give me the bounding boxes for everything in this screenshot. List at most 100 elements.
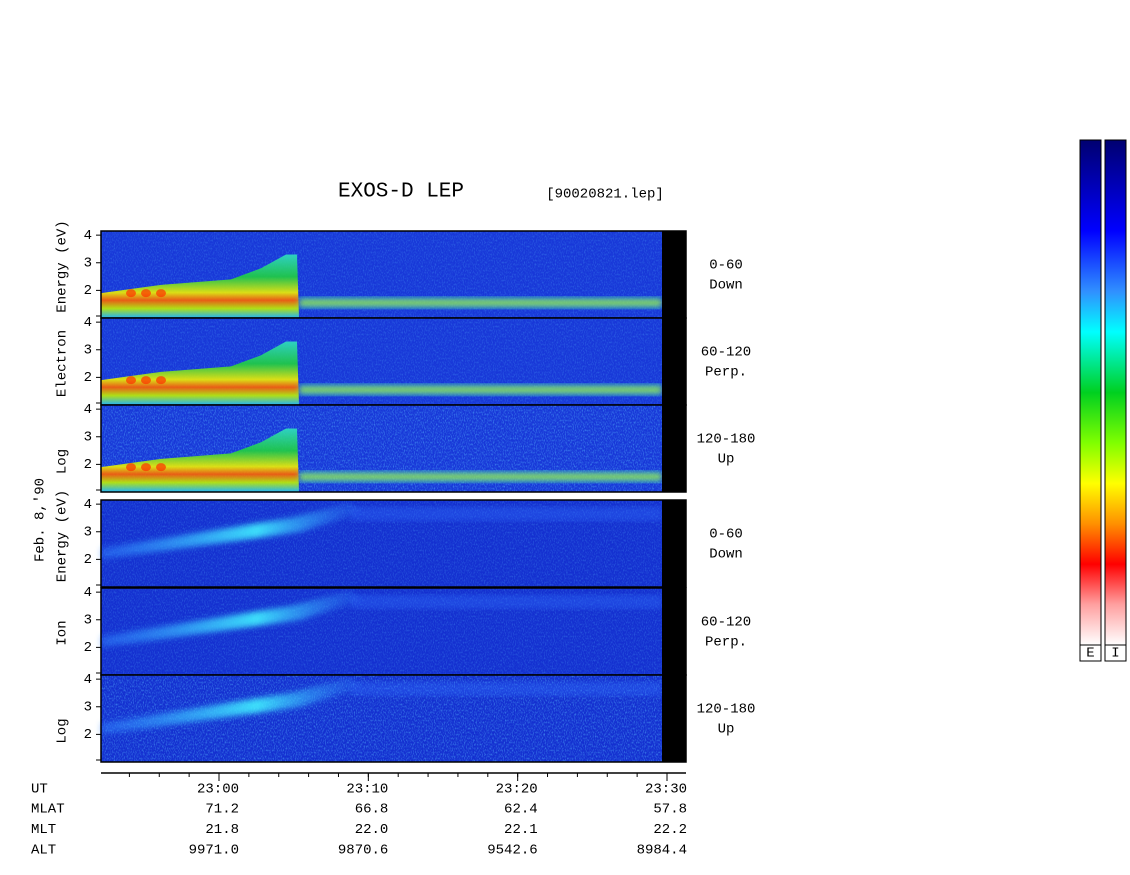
- colorbar-label: E: [1086, 646, 1094, 662]
- y-tick-label: 4: [84, 315, 92, 331]
- y-tick-label: 3: [84, 429, 92, 445]
- data-gap-strip: [662, 675, 686, 762]
- hot-spot: [126, 463, 136, 472]
- spectrogram-panel: 2 3 4 60-120 Perp.: [84, 585, 751, 676]
- ephemeris-value: 22.1: [504, 822, 538, 838]
- ephemeris-value: 9971.0: [189, 843, 239, 859]
- y-tick-label: 3: [84, 342, 92, 358]
- pitch-angle-direction: Perp.: [705, 635, 747, 651]
- ion-haze: [351, 681, 662, 696]
- ephemeris-value: 22.2: [653, 822, 687, 838]
- pitch-angle-range: 60-120: [701, 615, 751, 631]
- data-gap-strip: [662, 588, 686, 675]
- data-gap-strip: [662, 405, 686, 492]
- hot-region: [101, 428, 299, 492]
- data-gap-strip: [662, 231, 686, 318]
- energy-axis-label: Log: [55, 718, 71, 743]
- file-name: [90020821.lep]: [546, 187, 664, 203]
- pitch-angle-direction: Perp.: [705, 365, 747, 381]
- pitch-angle-direction: Up: [718, 722, 735, 738]
- spectrogram-panel: 2 3 4 0-60 Down: [84, 228, 743, 319]
- pitch-angle-direction: Up: [718, 452, 735, 468]
- time-tick-label: 23:10: [346, 782, 388, 798]
- energy-band: [299, 384, 662, 396]
- energy-axis-label: Log: [55, 449, 71, 474]
- y-tick-label: 3: [84, 524, 92, 540]
- pitch-angle-range: 60-120: [701, 345, 751, 361]
- ephemeris-value: 71.2: [205, 802, 239, 818]
- spectrogram-panel: 2 3 4 120-180 Up: [84, 402, 756, 493]
- y-tick-label: 3: [84, 255, 92, 271]
- y-tick-label: 4: [84, 585, 92, 601]
- hot-spot: [141, 289, 151, 298]
- y-tick-label: 2: [84, 370, 92, 386]
- spectrogram-panel: 2 3 4 0-60 Down: [84, 497, 743, 588]
- y-tick-label: 2: [84, 457, 92, 473]
- panel-frame: [100, 499, 687, 588]
- energy-axis-label: Energy (eV): [55, 220, 71, 312]
- pitch-angle-range: 0-60: [709, 258, 743, 274]
- time-tick-label: 23:00: [197, 782, 239, 798]
- energy-axis-label: Ion: [55, 620, 71, 645]
- energy-axis-label: Electron: [55, 330, 71, 397]
- colorbar-label: I: [1111, 646, 1119, 662]
- y-tick-label: 4: [84, 672, 92, 688]
- energy-axis-label: Energy (eV): [55, 490, 71, 582]
- y-tick-label: 4: [84, 497, 92, 513]
- ephemeris-value: 57.8: [653, 802, 687, 818]
- ephemeris-value: 66.8: [355, 802, 389, 818]
- hot-region: [101, 341, 299, 405]
- hot-spot: [126, 289, 136, 298]
- y-tick-label: 2: [84, 727, 92, 743]
- pitch-angle-direction: Down: [709, 547, 743, 563]
- ephemeris-name: ALT: [31, 843, 56, 859]
- colorbar-label-box: [1104, 644, 1127, 662]
- y-tick-label: 3: [84, 699, 92, 715]
- colorbar-label-box: [1079, 644, 1102, 662]
- time-tick-label: 23:30: [645, 782, 687, 798]
- colorbar: [1104, 139, 1127, 646]
- panel-frame: [100, 404, 687, 493]
- spectrogram-panel: 2 3 4 60-120 Perp.: [84, 315, 751, 406]
- spectrogram-panel: 2 3 4 120-180 Up: [84, 672, 756, 763]
- y-tick-label: 3: [84, 612, 92, 628]
- colorbar: [1079, 139, 1102, 646]
- hot-region: [101, 254, 299, 318]
- ephemeris-value: 62.4: [504, 802, 538, 818]
- ut-label: UT: [31, 782, 48, 798]
- panel-frame: [100, 674, 687, 763]
- y-tick-label: 4: [84, 402, 92, 418]
- y-tick-label: 4: [84, 228, 92, 244]
- data-gap-strip: [662, 500, 686, 587]
- y-tick-label: 2: [84, 552, 92, 568]
- hot-spot: [156, 463, 166, 472]
- pitch-angle-direction: Down: [709, 278, 743, 294]
- energy-band: [299, 297, 662, 309]
- hot-spot: [141, 376, 151, 385]
- ion-haze: [351, 506, 662, 521]
- pitch-angle-range: 120-180: [697, 702, 756, 718]
- y-tick-label: 2: [84, 640, 92, 656]
- hot-spot: [156, 289, 166, 298]
- hot-spot: [156, 376, 166, 385]
- ephemeris-value: 9542.6: [487, 843, 537, 859]
- y-tick-label: 2: [84, 283, 92, 299]
- hot-spot: [126, 376, 136, 385]
- title: EXOS-D LEP: [338, 181, 464, 204]
- ion-streak: [101, 677, 361, 735]
- hot-spot: [141, 463, 151, 472]
- ion-haze: [351, 594, 662, 609]
- pitch-angle-range: 120-180: [697, 432, 756, 448]
- ephemeris-name: MLAT: [31, 802, 65, 818]
- ephemeris-name: MLT: [31, 822, 56, 838]
- energy-band: [299, 471, 662, 483]
- ephemeris-value: 8984.4: [637, 843, 687, 859]
- date-label: Feb. 8,'90: [33, 478, 49, 562]
- ion-streak: [101, 590, 361, 648]
- ephemeris-value: 22.0: [355, 822, 389, 838]
- ion-streak: [101, 502, 361, 560]
- data-gap-strip: [662, 318, 686, 405]
- pitch-angle-range: 0-60: [709, 527, 743, 543]
